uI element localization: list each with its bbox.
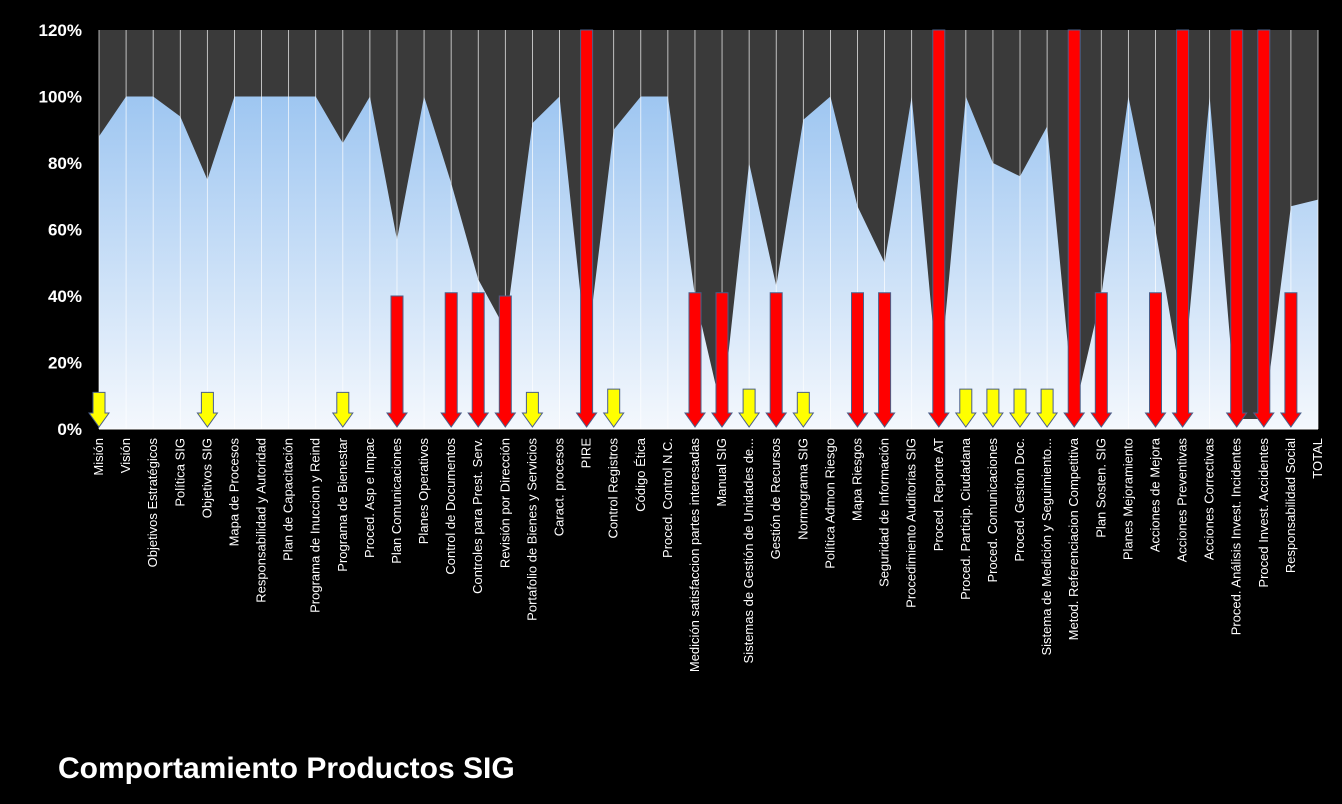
x-tick-label: Objetivos Estratégicos [145, 438, 160, 568]
x-tick-label: Política Admon Riesgo [822, 438, 837, 569]
arrow-marker [440, 292, 463, 428]
arrow-marker [1171, 29, 1194, 428]
x-tick-label: Medición satisfaccion partes interesadas [687, 438, 702, 673]
arrow-marker [386, 295, 408, 428]
arrow-marker [602, 388, 625, 428]
x-tick-label: Sistema de Medición y Seguimiento... [1039, 438, 1054, 656]
arrow-marker [1090, 292, 1113, 428]
x-tick-label: Mapa Riesgos [849, 438, 864, 522]
x-tick-label: Programa de Bienestar [335, 437, 350, 571]
arrow-marker [1009, 388, 1031, 428]
x-tick-label: Mapa de Procesos [226, 438, 241, 547]
x-tick-label: Acciones de Mejora [1147, 437, 1162, 552]
y-tick-label: 20% [48, 354, 82, 373]
x-tick-label: TOTAL [1310, 438, 1325, 479]
arrow-marker [467, 292, 490, 428]
arrow-marker [494, 295, 517, 428]
arrow-marker [1225, 29, 1248, 428]
x-tick-label: Responsabilidad Social [1283, 438, 1298, 573]
x-tick-label: Visión [118, 438, 133, 473]
x-tick-label: Manual SIG [714, 438, 729, 507]
x-tick-label: Seguridad de Información [877, 438, 892, 587]
chart-title: Comportamiento Productos SIG [58, 752, 515, 785]
x-tick-label: PIRE [579, 438, 594, 469]
x-tick-label: Proced. Asp e Impac [362, 438, 377, 558]
x-tick-label: Gestión de Recursos [768, 438, 783, 560]
arrow-marker [954, 388, 977, 428]
x-tick-label: Código Ética [633, 437, 648, 511]
x-tick-label: Plan Sosten. SIG [1093, 438, 1108, 538]
x-tick-label: Proced. Gestion Doc. [1012, 438, 1027, 562]
x-tick-label: Proced. Comunicaciones [985, 438, 1000, 583]
x-tick-label: Sistemas de Gestión de Unidades de... [741, 438, 756, 663]
arrow-marker [1279, 292, 1302, 428]
x-tick-label: Portafolio de Bienes y Servicios [524, 438, 539, 621]
arrow-marker [738, 388, 761, 428]
y-tick-label: 120% [39, 21, 82, 40]
arrow-marker [1144, 292, 1167, 428]
x-tick-label: Objetivos SIG [199, 438, 214, 518]
x-tick-label: Proced Invest. Accidentes [1256, 438, 1271, 588]
x-tick-label: Planes Mejoramiento [1120, 438, 1135, 560]
arrow-marker [684, 292, 706, 428]
x-tick-label: Controles para Prest. Serv. [470, 438, 485, 594]
arrow-marker [575, 29, 598, 428]
x-tick-label: Procedimiento Auditorias SIG [904, 438, 919, 608]
arrow-marker [1036, 388, 1059, 428]
arrow-marker [792, 391, 815, 428]
x-tick-label: Responsabilidad y Autoridad [254, 438, 269, 603]
arrow-marker [873, 292, 896, 428]
x-tick-label: Metod. Referenciacion Competitiva [1066, 437, 1081, 640]
y-tick-label: 60% [48, 221, 82, 240]
x-tick-label: Planes Operativos [416, 438, 431, 545]
x-tick-label: Proced. Particip. Ciudadana [958, 437, 973, 600]
x-tick-label: Plan de Capacitación [281, 438, 296, 561]
x-tick-label: Misión [91, 438, 106, 476]
x-tick-label: Revisión por Dirección [497, 438, 512, 568]
x-tick-label: Normograma SIG [795, 438, 810, 540]
area-series [99, 96, 1318, 429]
x-tick-label: Proced. Reporte AT [931, 438, 946, 551]
arrow-marker [331, 391, 354, 428]
arrow-marker [1252, 29, 1275, 428]
x-tick-label: Proced. Control N.C. [660, 438, 675, 558]
x-tick-label: Proced. Análisis Invest. Incidentes [1229, 438, 1244, 636]
arrow-marker [927, 29, 950, 428]
x-tick-label: Política SIG [172, 438, 187, 507]
arrow-marker [88, 391, 110, 428]
arrow-marker [196, 391, 219, 428]
arrow-marker [765, 292, 788, 428]
arrow-marker [521, 391, 544, 428]
y-tick-label: 0% [57, 420, 82, 439]
arrow-marker [846, 292, 869, 428]
arrow-marker [981, 388, 1004, 428]
x-tick-label: Control de Documentos [443, 438, 458, 575]
x-tick-label: Acciones Correctivas [1202, 438, 1217, 561]
y-tick-label: 80% [48, 154, 82, 173]
x-tick-label: Control Registros [606, 438, 621, 539]
arrow-marker [1063, 29, 1086, 428]
arrow-marker [711, 292, 733, 428]
x-tick-label: Programa de Inuccion y Reind [308, 438, 323, 613]
x-tick-label: Acciones Preventivas [1175, 438, 1190, 563]
x-tick-label: Plan Comunicaciones [389, 438, 404, 564]
y-tick-label: 100% [39, 88, 82, 107]
x-tick-label: Caract. procesos [552, 438, 567, 537]
y-tick-label: 40% [48, 287, 82, 306]
